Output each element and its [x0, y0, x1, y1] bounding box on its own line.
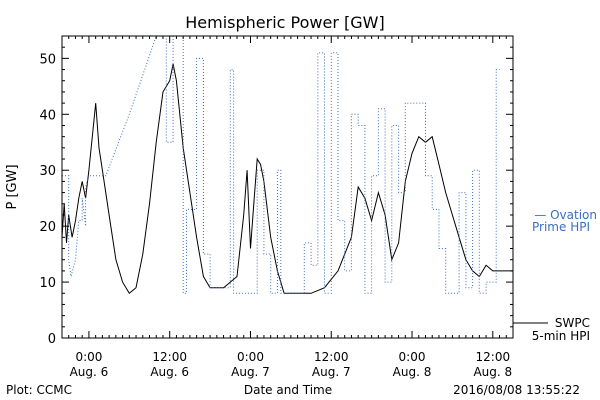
x-tick-label-time: 12:00	[152, 350, 187, 364]
x-tick-label-time: 0:00	[75, 350, 102, 364]
x-tick-label-date: Aug. 7	[231, 365, 270, 379]
swpc-hpi-series-line	[61, 63, 513, 295]
y-tick-label: 50	[39, 52, 56, 67]
x-tick-label-date: Aug. 6	[70, 365, 109, 379]
legend-swpc-line2: 5-min HPI	[532, 329, 590, 343]
y-tick-label: 30	[39, 164, 56, 179]
y-tick-label: 10	[39, 276, 56, 291]
y-tick-label: 0	[48, 332, 56, 347]
x-tick-label-time: 0:00	[237, 350, 264, 364]
x-tick-label-date: Aug. 8	[473, 365, 512, 379]
plot-frame	[61, 35, 514, 339]
x-axis-label: Date and Time	[244, 383, 332, 397]
y-axis-label: P [GW]	[5, 164, 20, 209]
x-tick-label-date: Aug. 6	[150, 365, 189, 379]
x-tick-label-time: 0:00	[399, 350, 426, 364]
ovation-prime-series-line	[62, 35, 500, 294]
footer-plot-credit: Plot: CCMC	[6, 383, 72, 397]
legend-swpc-line1: SWPC	[555, 316, 590, 330]
chart-title: Hemispheric Power [GW]	[185, 13, 384, 32]
series-layer	[61, 35, 513, 295]
y-tick-label: 40	[39, 108, 56, 123]
x-tick-label-date: Aug. 8	[393, 365, 432, 379]
x-tick-label-time: 12:00	[314, 350, 349, 364]
y-tick-label: 20	[39, 220, 56, 235]
x-tick-label-date: Aug. 7	[312, 365, 351, 379]
legend-ovation-line2: Prime HPI	[532, 220, 590, 234]
footer-timestamp: 2016/08/08 13:55:22	[453, 383, 580, 397]
legend-ovation-line1: — Ovation	[534, 208, 597, 222]
x-tick-label-time: 12:00	[476, 350, 511, 364]
legend: — Ovation Prime HPI SWPC 5-min HPI	[513, 208, 597, 343]
y-axis: 0 10 20 30 40 50	[39, 35, 513, 347]
